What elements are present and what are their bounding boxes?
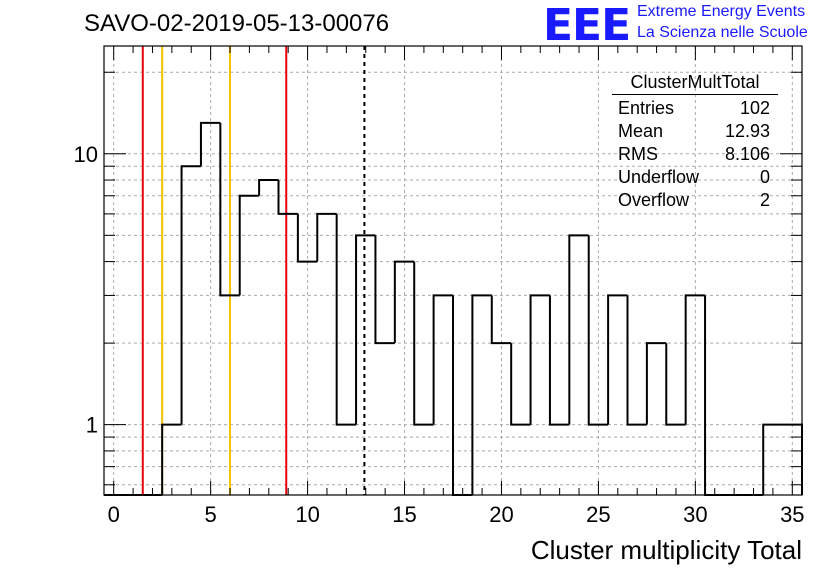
histogram-bin	[704, 295, 725, 496]
stats-value: 8.106	[724, 144, 770, 164]
histogram-bin	[199, 121, 221, 167]
x-axis-label: Cluster multiplicity Total	[531, 535, 802, 565]
stats-label: RMS	[618, 144, 658, 164]
stats-row-entries: Entries 102	[612, 97, 778, 120]
x-tick-label: 0	[108, 502, 120, 527]
histogram-bin	[355, 234, 376, 425]
eee-logo: EEE	[543, 0, 631, 51]
histogram-bin	[490, 295, 512, 345]
x-tick-label: 5	[205, 502, 217, 527]
histogram-bin	[626, 295, 647, 426]
histogram-bin	[413, 261, 434, 426]
histogram-bin	[258, 179, 279, 196]
stats-row-underflow: Underflow 0	[612, 166, 778, 189]
histogram-bin	[762, 423, 783, 495]
stats-value: 102	[739, 98, 770, 118]
histogram-bin	[607, 294, 628, 425]
histogram-bin	[238, 194, 260, 296]
histogram-bin	[684, 294, 706, 425]
histogram-bin	[510, 343, 531, 426]
histogram-bin	[374, 235, 395, 345]
run-title: SAVO-02-2019-05-13-00076	[84, 10, 390, 37]
histogram-bin	[548, 295, 570, 426]
stats-value: 0	[759, 167, 770, 187]
histogram-bin	[452, 295, 473, 496]
histogram-bin	[296, 213, 318, 263]
histogram-bin	[393, 260, 415, 344]
stats-row-rms: RMS 8.106	[612, 143, 778, 166]
histogram-bin	[568, 234, 589, 425]
histogram-bin	[665, 343, 686, 426]
histogram-bin	[277, 180, 298, 215]
histogram-bin	[161, 423, 182, 495]
stats-row-overflow: Overflow 2	[612, 189, 778, 212]
x-tick-label: 30	[683, 502, 707, 527]
stats-value: 2	[759, 190, 770, 210]
logo-caption-line1: Extreme Energy Events	[637, 3, 806, 20]
histogram-bin	[335, 213, 357, 426]
histogram-bin	[529, 294, 550, 425]
x-tick-label: 15	[392, 502, 416, 527]
y-tick-label: 1	[86, 413, 98, 438]
stats-label: Underflow	[618, 167, 700, 187]
plot-frame	[103, 45, 803, 496]
histogram-bin	[587, 235, 609, 426]
stats-name: ClusterMultTotal	[612, 72, 778, 95]
histogram-bin	[471, 294, 492, 495]
histogram-bin	[432, 294, 453, 425]
x-tick-label: 35	[780, 502, 804, 527]
stats-row-mean: Mean 12.93	[612, 120, 778, 143]
histogram-bin	[219, 122, 240, 297]
histogram-bin	[180, 165, 201, 425]
y-tick-label: 10	[74, 142, 98, 167]
logo-caption-line2: La Scienza nelle Scuole	[637, 24, 808, 41]
stats-value: 12.93	[724, 121, 770, 141]
x-tick-label: 25	[586, 502, 610, 527]
histogram-bin	[645, 342, 667, 425]
stats-label: Mean	[618, 121, 664, 141]
x-tick-label: 20	[489, 502, 513, 527]
x-tick-label: 10	[295, 502, 319, 527]
stats-box: ClusterMultTotal Entries 102 Mean 12.93 …	[612, 72, 778, 212]
stats-label: Overflow	[618, 190, 690, 210]
stats-label: Entries	[618, 98, 675, 118]
histogram-bin	[316, 212, 337, 262]
